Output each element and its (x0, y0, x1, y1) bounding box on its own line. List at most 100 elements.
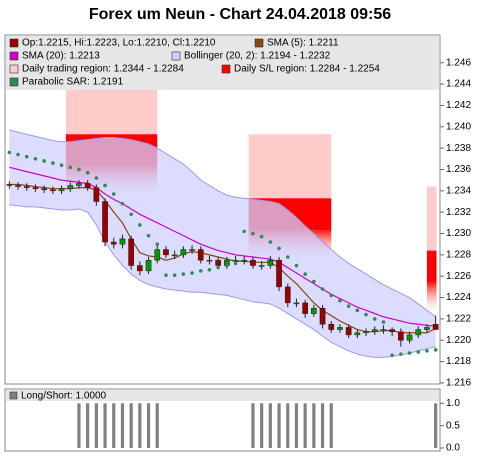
sar-dot (225, 263, 229, 268)
sar-dot (338, 298, 342, 303)
candle-body (345, 327, 352, 336)
candle-body (311, 307, 317, 314)
sar-dot (355, 308, 360, 313)
sar-dot (294, 263, 299, 268)
y-tick-label: 1.244 (446, 79, 471, 90)
sar-dot (303, 272, 307, 276)
candle-body (250, 259, 256, 266)
candle-body (197, 249, 204, 261)
bar (251, 403, 255, 448)
sar-dot (120, 201, 125, 206)
candle-body (215, 259, 222, 266)
candle-body (406, 334, 413, 341)
candle-body (102, 201, 108, 243)
sar-dot (285, 255, 290, 259)
candle-body (389, 329, 395, 332)
candle-body (371, 329, 378, 332)
candle-body (284, 286, 291, 304)
sar-dot (233, 261, 238, 266)
y-tick-label: 0.0 (446, 443, 460, 454)
legend-label: Op:1.2215, Hi:1.2223, Lo:1.2210, Cl:1.22… (22, 38, 216, 49)
candle-body (15, 185, 21, 187)
bar (94, 403, 98, 448)
candle-body (206, 259, 213, 262)
candle-body (267, 259, 274, 266)
sar-dot (51, 161, 55, 165)
legend-marker (9, 51, 19, 61)
legend-marker (9, 77, 19, 87)
bar (294, 403, 299, 448)
candle-body (93, 187, 100, 202)
legend-box (6, 390, 439, 401)
chart-title: Forex um Neun - Chart 24.04.2018 09:56 (89, 6, 391, 23)
bar (146, 403, 151, 448)
bar (320, 403, 325, 448)
candle-body (58, 188, 65, 192)
candle-body (128, 238, 135, 266)
sar-dot (407, 351, 412, 355)
legend-marker (254, 38, 264, 48)
bar (434, 403, 438, 448)
bar (86, 403, 90, 448)
overlay: 1.216 1.218 1.220 1.222 1.224 1.226 1.228 1.230… (6, 36, 471, 389)
y-tick-label: 1.228 (446, 249, 471, 260)
sar-dot (42, 159, 46, 163)
bar (260, 403, 264, 448)
candle-body (41, 188, 47, 191)
candle-body (119, 238, 126, 245)
sar-dot (85, 170, 90, 175)
candle-body (241, 259, 248, 262)
sar-dot (190, 271, 194, 275)
candle-body (189, 249, 195, 251)
bar (120, 403, 125, 448)
bar (112, 403, 116, 448)
bar (138, 403, 142, 448)
candle-body (293, 302, 300, 305)
sar-dot (77, 167, 81, 172)
legend-label: SMA (20): 1.2213 (22, 51, 100, 62)
candle-body (232, 259, 239, 262)
y-tick-label: 1.218 (446, 356, 471, 367)
y-tick-label: 1.226 (446, 271, 471, 282)
candle-body (180, 249, 187, 256)
y-tick-label: 1.246 (446, 57, 471, 68)
sar-dot (164, 273, 168, 277)
sar-dot (172, 273, 177, 277)
sar-dot (251, 231, 255, 236)
candle-body (171, 254, 178, 257)
candle-body (50, 189, 56, 192)
sar-dot (138, 223, 142, 227)
sar-dot (277, 246, 281, 251)
candle-body (137, 265, 143, 272)
y-tick-label: 1.230 (446, 228, 471, 239)
sar-dot (425, 349, 429, 353)
candle-body (363, 331, 369, 334)
candle-body (67, 185, 74, 189)
bar (268, 403, 272, 448)
candle-body (380, 329, 387, 331)
bar (312, 403, 316, 448)
sar-dot (111, 192, 116, 196)
candle-body (276, 259, 282, 288)
sar-dot (146, 233, 151, 238)
sar-dot (433, 348, 438, 352)
sar-dot (16, 152, 20, 157)
sar-dot (399, 352, 403, 356)
y-tick-label: 1.240 (446, 121, 471, 132)
band-area (9, 129, 436, 358)
legend-box (6, 36, 439, 90)
y-tick-label: 1.242 (446, 100, 471, 111)
y-tick-label: 1.236 (446, 164, 471, 175)
y-tick-label: 0.5 (446, 420, 460, 431)
sar-dot (103, 183, 107, 188)
band-lower (9, 204, 436, 358)
sar-dot (346, 304, 351, 308)
candle-body (398, 331, 404, 341)
bar (155, 403, 159, 448)
sar-dot (155, 242, 160, 246)
candle-body (154, 249, 161, 261)
y-tick-label: 1.216 (446, 378, 471, 389)
sar-dot (24, 154, 29, 159)
